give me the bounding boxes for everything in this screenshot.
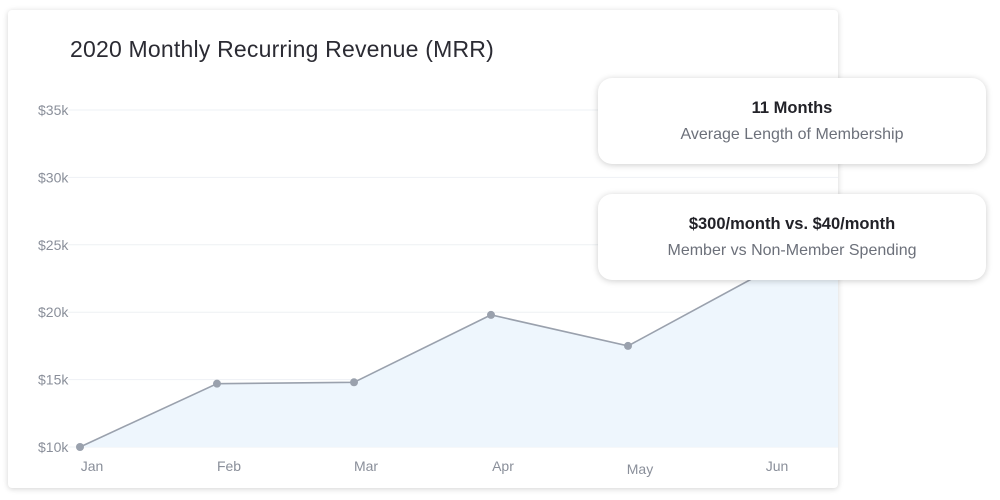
data-point bbox=[76, 443, 84, 451]
series-area bbox=[80, 232, 838, 447]
x-tick-label: Mar bbox=[354, 458, 378, 474]
y-tick-label: $15k bbox=[38, 372, 69, 388]
x-tick-label: Jan bbox=[81, 458, 104, 474]
x-tick-label: Apr bbox=[492, 458, 514, 474]
y-tick-label: $10k bbox=[38, 439, 69, 455]
chart-title: 2020 Monthly Recurring Revenue (MRR) bbox=[70, 36, 494, 62]
stat-value: 11 Months bbox=[751, 99, 833, 117]
x-axis-ticks: Jan Feb Mar Apr May Jun bbox=[81, 458, 789, 477]
area-layer bbox=[80, 232, 838, 447]
x-tick-label: Jun bbox=[766, 458, 789, 474]
x-tick-label: Feb bbox=[217, 458, 241, 474]
y-tick-label: $30k bbox=[38, 169, 69, 185]
data-point bbox=[213, 379, 221, 388]
data-point bbox=[624, 341, 632, 350]
stat-caption: Average Length of Membership bbox=[680, 126, 904, 143]
stat-card-membership: 11 Months Average Length of Membership bbox=[598, 78, 986, 164]
data-point bbox=[487, 310, 495, 319]
y-tick-label: $20k bbox=[38, 304, 69, 320]
y-tick-label: $25k bbox=[38, 237, 69, 253]
x-tick-label: May bbox=[627, 461, 653, 477]
y-axis-ticks: $10k $15k $20k $25k $30k $35k bbox=[38, 102, 69, 455]
stat-caption: Member vs Non-Member Spending bbox=[667, 242, 917, 259]
stat-card-spending: $300/month vs. $40/month Member vs Non-M… bbox=[598, 194, 986, 280]
data-point bbox=[350, 378, 358, 387]
stat-value: $300/month vs. $40/month bbox=[688, 215, 896, 233]
y-tick-label: $35k bbox=[38, 102, 69, 118]
